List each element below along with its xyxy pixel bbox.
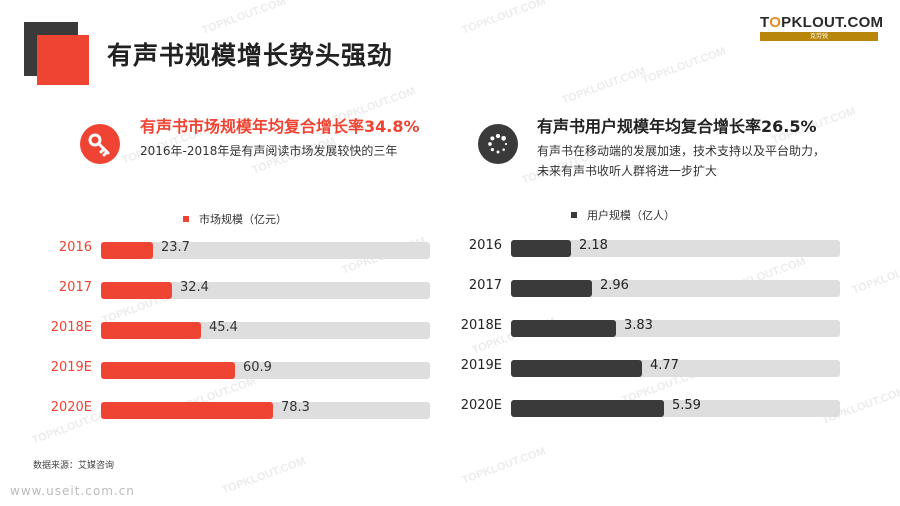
legend-swatch xyxy=(183,216,189,222)
bar-value-label: 3.83 xyxy=(624,318,653,333)
bar-value-label: 2.18 xyxy=(579,238,608,253)
watermark-text: TOPKLOUT.COM xyxy=(220,455,308,497)
bar xyxy=(511,360,642,377)
bar-track xyxy=(511,240,840,257)
watermark-text: TOPKLOUT.COM xyxy=(560,65,648,107)
legend-market-size: 市场规模（亿元） xyxy=(183,211,287,227)
bar-row: 2018E 45.4 xyxy=(30,316,440,350)
bar-track xyxy=(101,402,430,419)
bar-value-label: 23.7 xyxy=(161,240,190,255)
bar-track xyxy=(101,242,430,259)
bar-row: 2016 23.7 xyxy=(30,236,440,270)
brand-logo: TOPKLOUT.COM 克劳锐 xyxy=(760,14,884,41)
left-section-description: 2016年-2018年是有声阅读市场发展较快的三年 xyxy=(140,144,398,158)
data-source: 数据来源：艾媒咨询 xyxy=(33,461,115,471)
bar-value-label: 2.96 xyxy=(600,278,629,293)
bar-row: 2020E 78.3 xyxy=(30,396,440,430)
category-label: 2020E xyxy=(460,398,502,413)
site-watermark: www.useit.com.cn xyxy=(10,484,135,498)
bar-value-label: 5.59 xyxy=(672,398,701,413)
category-label: 2018E xyxy=(460,318,502,333)
category-label: 2016 xyxy=(468,238,502,253)
bar-row: 2017 32.4 xyxy=(30,276,440,310)
bar xyxy=(101,242,153,259)
bar-track xyxy=(511,360,840,377)
bar-value-label: 4.77 xyxy=(650,358,679,373)
bar-row: 2020E 5.59 xyxy=(440,394,850,428)
category-label: 2017 xyxy=(468,278,502,293)
category-label: 2016 xyxy=(58,240,92,255)
watermark-text: TOPKLOUT.COM xyxy=(640,45,728,87)
bar-track xyxy=(101,282,430,299)
watermark-text: TOPKLOUT.COM xyxy=(460,0,548,37)
page-title: 有声书规模增长势头强劲 xyxy=(107,41,394,70)
bar-row: 2017 2.96 xyxy=(440,274,850,308)
user-size-bar-chart: 2016 2.18 2017 2.96 2018E 3.83 2019E 4.77 2020E 5… xyxy=(440,234,850,434)
category-label: 2018E xyxy=(50,320,92,335)
bar xyxy=(101,282,172,299)
bar-value-label: 32.4 xyxy=(180,280,209,295)
bar xyxy=(511,400,664,417)
legend-user-size: 用户规模（亿人） xyxy=(571,207,675,223)
watermark-text: TOPKLOUT.COM xyxy=(460,445,548,487)
bar-row: 2016 2.18 xyxy=(440,234,850,268)
bar-row: 2019E 60.9 xyxy=(30,356,440,390)
bar-value-label: 45.4 xyxy=(209,320,238,335)
bar xyxy=(101,362,235,379)
bar-value-label: 60.9 xyxy=(243,360,272,375)
bar-track xyxy=(511,400,840,417)
watermark-text: TOPKLOUT.COM xyxy=(200,0,288,37)
bar xyxy=(511,320,616,337)
legend-label: 用户规模（亿人） xyxy=(587,209,675,222)
bar-track xyxy=(511,280,840,297)
right-section-description: 有声书在移动端的发展加速，技术支持以及平台助力，未来有声书收听人群将进一步扩大 xyxy=(537,144,826,178)
category-label: 2019E xyxy=(460,358,502,373)
bar-track xyxy=(101,362,430,379)
legend-swatch xyxy=(571,212,577,218)
brand-logo-tagline: 克劳锐 xyxy=(760,32,878,41)
bar xyxy=(101,402,273,419)
loading-spinner-icon xyxy=(478,124,518,164)
left-section-title: 有声书市场规模年均复合增长率34.8% xyxy=(140,117,420,136)
key-icon xyxy=(80,124,120,164)
bar-track xyxy=(511,320,840,337)
brand-logo-text: TOPKLOUT.COM xyxy=(760,14,884,31)
bar xyxy=(511,280,592,297)
bar xyxy=(101,322,201,339)
legend-label: 市场规模（亿元） xyxy=(199,213,287,226)
category-label: 2017 xyxy=(58,280,92,295)
bar-row: 2019E 4.77 xyxy=(440,354,850,388)
category-label: 2019E xyxy=(50,360,92,375)
right-section-title: 有声书用户规模年均复合增长率26.5% xyxy=(537,117,817,136)
bar-track xyxy=(101,322,430,339)
market-size-bar-chart: 2016 23.7 2017 32.4 2018E 45.4 2019E 60.9 2020E 7… xyxy=(30,236,440,436)
bar-value-label: 78.3 xyxy=(281,400,310,415)
watermark-text: TOPKLOUT.COM xyxy=(850,255,900,297)
bar xyxy=(511,240,571,257)
title-decoration-red-square xyxy=(37,35,89,85)
bar-row: 2018E 3.83 xyxy=(440,314,850,348)
category-label: 2020E xyxy=(50,400,92,415)
